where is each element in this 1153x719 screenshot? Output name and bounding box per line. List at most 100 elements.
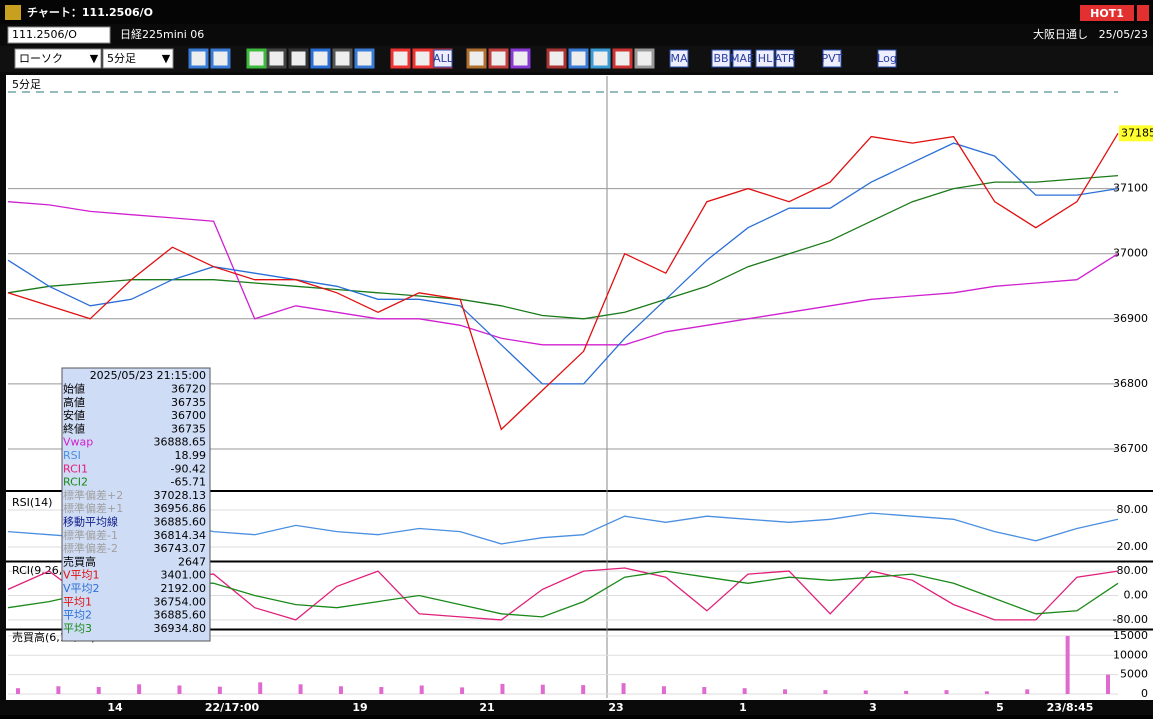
- tool-icon[interactable]: [510, 48, 531, 69]
- tool-button[interactable]: [877, 49, 897, 68]
- volume-bar: [258, 682, 263, 694]
- last-price: 37185: [1121, 126, 1153, 139]
- y-tick-label: 80.00: [1117, 564, 1149, 577]
- info-label: 移動平均線: [63, 515, 118, 529]
- volume-bar: [984, 691, 989, 694]
- tool-button[interactable]: [755, 49, 775, 68]
- tool-button[interactable]: [775, 49, 795, 68]
- tool-button[interactable]: [732, 49, 752, 68]
- tool-icon[interactable]: [612, 48, 633, 69]
- info-value: 36735: [171, 396, 206, 409]
- series-line: [7, 201, 1119, 346]
- info-label: 高値: [63, 395, 85, 409]
- tool-button[interactable]: [822, 49, 842, 68]
- info-label: RSI: [63, 449, 81, 462]
- info-timestamp: 2025/05/23 21:15:00: [90, 369, 206, 382]
- tool-button-label: MAE: [730, 52, 754, 65]
- tool-button-label: HL: [758, 52, 773, 65]
- info-value: -90.42: [171, 462, 206, 475]
- tool-icon[interactable]: [412, 48, 433, 69]
- y-tick-label: 37100: [1113, 182, 1148, 195]
- info-label: 終値: [63, 421, 85, 435]
- info-value: 36700: [171, 409, 206, 422]
- info-value: 36885.60: [154, 609, 207, 622]
- info-label: 平均1: [63, 595, 92, 608]
- chart-type: ローソク: [19, 52, 63, 65]
- interval-select[interactable]: [102, 48, 174, 69]
- tool-icon[interactable]: [390, 48, 411, 69]
- info-label: 標準偏差-1: [63, 528, 118, 542]
- tool-icon[interactable]: [210, 48, 231, 69]
- tool-button[interactable]: [669, 49, 689, 68]
- tool-icon[interactable]: [246, 48, 267, 69]
- tool-icon[interactable]: [590, 48, 611, 69]
- info-value: 36956.86: [154, 502, 207, 515]
- info-label: Vwap: [63, 436, 93, 449]
- volume-bar: [379, 687, 384, 694]
- tool-icon[interactable]: [466, 48, 487, 69]
- hot-label: HOT1: [1090, 7, 1124, 20]
- tool-icon[interactable]: [266, 48, 287, 69]
- dropdown-arrow: ▼: [162, 52, 171, 65]
- info-value: 2192.00: [161, 582, 207, 595]
- info-label: 平均3: [63, 622, 92, 635]
- tool-button-label: MA: [670, 52, 687, 65]
- window-title: チャート：111.2506/O: [27, 6, 153, 19]
- volume-bar: [581, 685, 586, 694]
- info-label: 平均2: [63, 609, 92, 622]
- volume-bar: [823, 690, 828, 694]
- volume-bar: [177, 685, 182, 694]
- x-tick-label: 14: [107, 701, 123, 714]
- tool-icon[interactable]: [568, 48, 589, 69]
- tool-icon[interactable]: [634, 48, 655, 69]
- y-tick-label: -80.00: [1113, 613, 1148, 626]
- tool-icon[interactable]: [332, 48, 353, 69]
- symbol-input[interactable]: [7, 26, 111, 44]
- tool-icon[interactable]: [488, 48, 509, 69]
- tool-button[interactable]: [711, 49, 731, 68]
- tool-button-label: ATR: [774, 52, 795, 65]
- tool-icon[interactable]: [354, 48, 375, 69]
- tool-button[interactable]: [433, 49, 453, 68]
- series-line: [7, 174, 1119, 320]
- volume-bar: [298, 684, 303, 694]
- dropdown-arrow: ▼: [90, 52, 99, 65]
- info-value: 37028.13: [154, 489, 207, 502]
- info-label: 標準偏差+2: [63, 488, 123, 502]
- y-tick-label: 36800: [1113, 377, 1148, 390]
- close-button[interactable]: [1137, 5, 1149, 21]
- hot-button[interactable]: [1080, 5, 1134, 21]
- info-box: [61, 367, 211, 642]
- tool-icon[interactable]: [546, 48, 567, 69]
- volume-bar: [419, 685, 424, 694]
- volume-bar: [338, 686, 343, 694]
- volume-bar: [137, 684, 142, 694]
- y-tick-label: 80.00: [1117, 503, 1149, 516]
- info-label: RCI2: [63, 476, 88, 489]
- x-tick-label: 23/8:45: [1047, 701, 1094, 714]
- last-price-box: [1119, 125, 1153, 142]
- info-value: 36814.34: [154, 529, 207, 542]
- panel-title: RSI(14): [12, 496, 52, 509]
- info-label: 標準偏差-2: [63, 541, 118, 555]
- y-tick-label: 36700: [1113, 442, 1148, 455]
- tool-button-label: ALL: [433, 52, 454, 65]
- x-tick-label: 3: [869, 701, 877, 714]
- tool-icon[interactable]: [188, 48, 209, 69]
- tool-icon[interactable]: [310, 48, 331, 69]
- chart-type-select[interactable]: [14, 48, 102, 69]
- y-tick-label: 20.00: [1117, 540, 1149, 553]
- info-value: 36743.07: [154, 542, 207, 555]
- x-tick-label: 22/17:00: [205, 701, 260, 714]
- volume-bar: [540, 684, 545, 694]
- volume-bar: [661, 686, 666, 694]
- x-tick-label: 23: [608, 701, 623, 714]
- info-label: V平均2: [63, 582, 100, 595]
- volume-bar: [904, 690, 909, 694]
- info-value: 18.99: [175, 449, 207, 462]
- tool-icon[interactable]: [288, 48, 309, 69]
- y-tick-label: 5000: [1120, 668, 1148, 681]
- symbol: 111.2506/O: [12, 28, 77, 41]
- info-value: 2647: [178, 555, 206, 568]
- volume-bar: [944, 690, 949, 694]
